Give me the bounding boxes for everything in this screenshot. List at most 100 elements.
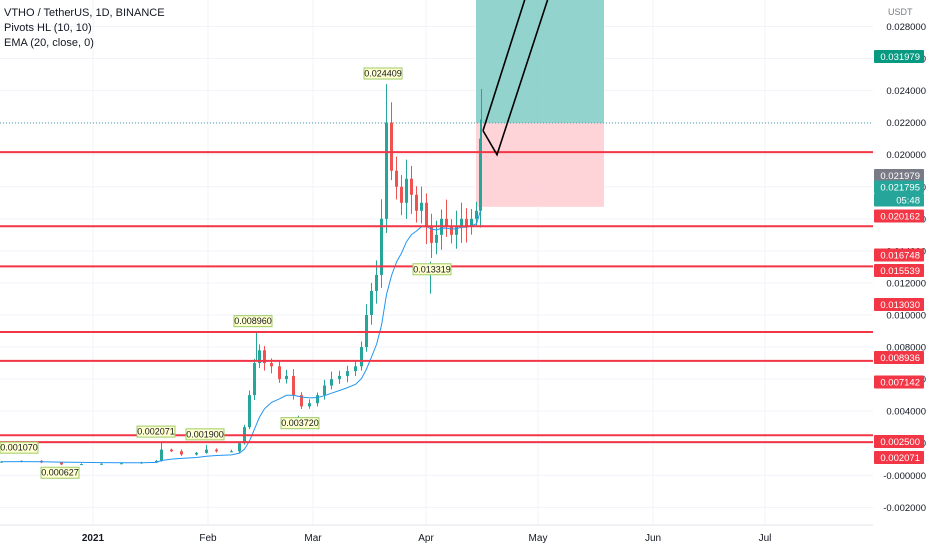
pivot-value: 0.002071 — [137, 427, 175, 437]
pivot-label: 0.024409 — [363, 67, 403, 80]
pivot-value: 0.008960 — [234, 316, 272, 326]
candle-body — [479, 138, 482, 211]
candle-body — [380, 218, 383, 275]
time-tick-label: May — [529, 533, 548, 544]
price-tick-label: 0.022000 — [886, 118, 926, 129]
price-badge: 0.007142 — [874, 375, 924, 389]
price-badge-bg — [874, 298, 924, 311]
pivot-box — [363, 67, 403, 80]
candle-body — [455, 226, 458, 235]
candle-body — [160, 449, 163, 461]
price-tick-label: 0.004000 — [886, 407, 926, 418]
pivot-box — [185, 428, 225, 441]
candle-body — [415, 194, 418, 211]
pivot-box — [412, 263, 452, 276]
arrow-path[interactable] — [482, 0, 529, 131]
candle-body — [100, 463, 103, 465]
ema-line — [1, 210, 481, 464]
candle-body — [475, 210, 478, 219]
time-tick-label: Jul — [759, 533, 772, 544]
candle-body — [323, 385, 326, 396]
time-tick-label: 2021 — [82, 533, 105, 544]
price-badge-bg — [874, 248, 924, 262]
candle-body — [180, 451, 183, 455]
price-tick-label: 0.024000 — [886, 86, 926, 97]
candle-body — [385, 122, 388, 219]
pivot-value: 0.013319 — [413, 264, 451, 274]
pivot-label: 0.001070 — [0, 441, 39, 454]
ema-polyline — [1, 210, 481, 464]
price-badge-text: 0.008936 — [880, 353, 920, 364]
candle-body — [80, 464, 83, 466]
candle-body — [230, 451, 233, 453]
chart-grid — [0, 0, 873, 525]
price-badge: 0.008936 — [874, 351, 924, 364]
pivot-value: 0.001900 — [186, 429, 224, 439]
pivot-label: 0.003720 — [280, 417, 320, 430]
arrow-path[interactable] — [482, 0, 552, 157]
price-badge: 0.013030 — [874, 298, 924, 311]
candle-body — [465, 218, 468, 227]
candle-body — [354, 366, 357, 372]
pivot-labels: 0.001070 0.000627 0.002071 0.001900 0.008960… — [0, 67, 452, 479]
price-tick-label: 0.008000 — [886, 343, 926, 354]
price-badge-bg — [874, 50, 924, 63]
time-tick-label: Jun — [645, 533, 661, 544]
pivot-value: 0.024409 — [364, 69, 402, 79]
candle-body — [215, 449, 218, 452]
price-badge-text: 0.002071 — [880, 453, 920, 464]
indicator-pivots[interactable]: Pivots HL (10, 10) — [4, 22, 92, 34]
candle-body — [330, 379, 333, 386]
pivot-label: 0.013319 — [412, 263, 452, 276]
price-badge-text: 0.007142 — [880, 378, 920, 389]
candle-body — [308, 403, 311, 407]
pivot-box — [280, 417, 320, 430]
indicator-ema[interactable]: EMA (20, close, 0) — [4, 37, 94, 49]
time-axis-bg — [0, 525, 873, 550]
candle-body — [450, 226, 453, 235]
price-badge-bg — [874, 193, 924, 207]
price-badge-text: 0.013030 — [880, 300, 920, 311]
price-tick-label: 0.012000 — [886, 278, 926, 289]
price-badge-text: 0.002500 — [880, 437, 920, 448]
candle-body — [248, 395, 251, 428]
candle-body — [410, 178, 413, 195]
candle-body — [205, 449, 208, 453]
candle-body — [405, 178, 408, 203]
candle-body — [395, 170, 398, 187]
time-tick-label: Feb — [199, 533, 217, 544]
loss-zone[interactable] — [476, 122, 604, 207]
projection-arrows[interactable] — [482, 0, 552, 157]
time-axis[interactable]: 2021 Feb Mar Apr May Jun Jul — [0, 524, 873, 550]
price-badge: 0.020162 — [874, 209, 924, 223]
pivot-box — [40, 466, 80, 479]
profit-zone[interactable] — [476, 0, 604, 123]
time-tick-label: Apr — [418, 533, 434, 544]
candle-body — [292, 375, 295, 396]
candle-body — [435, 234, 438, 243]
price-badge-text: 0.016748 — [880, 251, 920, 262]
price-badge-text: 0.031979 — [880, 52, 920, 63]
pivot-label: 0.000627 — [40, 466, 80, 479]
symbol-title[interactable]: VTHO / TetherUS, 1D, BINANCE — [4, 7, 165, 19]
candle-body — [155, 460, 158, 463]
pivot-value: 0.003720 — [281, 418, 319, 428]
chart-legend: VTHO / TetherUS, 1D, BINANCE Pivots HL (… — [4, 6, 165, 51]
price-badge-bg — [874, 375, 924, 389]
time-tick-label: Mar — [304, 533, 322, 544]
horizontal-levels[interactable] — [0, 151, 873, 444]
candle-body — [375, 274, 378, 291]
currency-unit-label: USDT — [888, 7, 913, 17]
pivot-label: 0.002071 — [136, 425, 176, 438]
candle-body — [370, 290, 373, 315]
candle-body — [390, 122, 393, 171]
price-badge: 0.031979 — [874, 50, 924, 63]
price-badge-bg — [874, 451, 924, 464]
price-badge-bg — [874, 169, 924, 182]
price-tick-label: -0.000000 — [883, 471, 926, 482]
candle-body — [420, 202, 423, 211]
long-position-tool[interactable] — [0, 0, 873, 207]
candle-body — [258, 350, 261, 364]
